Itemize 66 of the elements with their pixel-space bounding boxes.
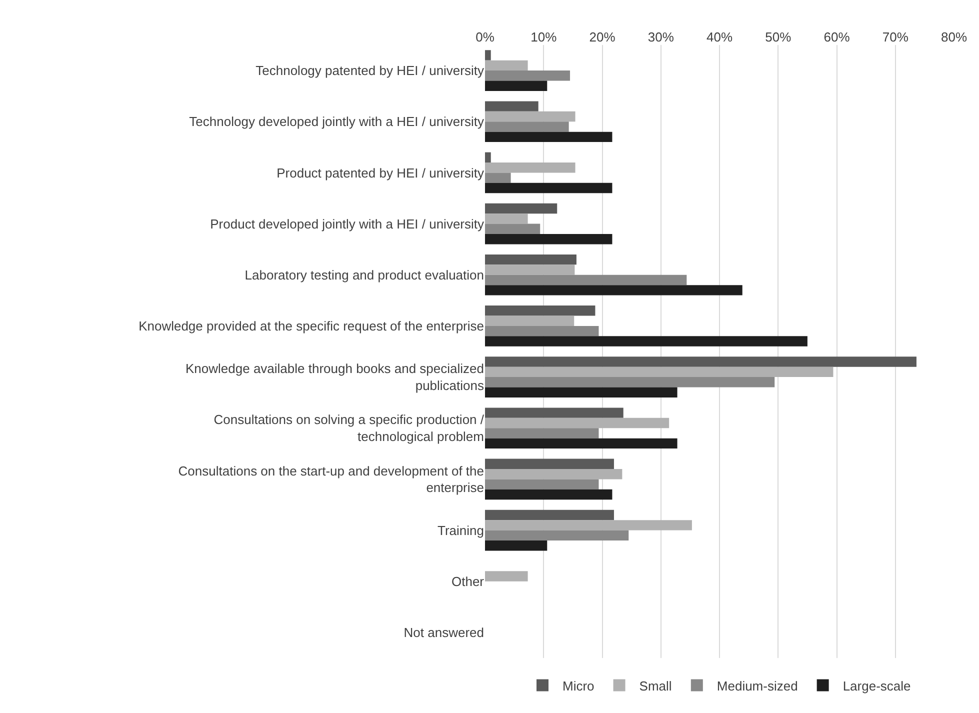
x-tick-label: 20% [589, 29, 616, 44]
bar [485, 203, 558, 214]
y-tick-label: Laboratory testing and product evaluation [244, 267, 484, 282]
bar [485, 428, 599, 438]
y-tick-label: Technology developed jointly with a HEI / university [189, 114, 484, 130]
bar [485, 122, 569, 132]
bar [485, 377, 775, 388]
bar [485, 234, 612, 244]
x-tick-label: 80% [940, 29, 968, 44]
x-tick-label: 60% [824, 29, 850, 44]
legend-label: Micro [562, 678, 594, 694]
bar [485, 326, 599, 336]
bar [485, 224, 540, 234]
bar [485, 214, 528, 224]
bar [485, 285, 742, 296]
bar [485, 80, 548, 91]
y-tick-label: Other [451, 574, 485, 589]
bar [485, 366, 834, 378]
bar [485, 111, 576, 122]
bar [485, 530, 629, 541]
bar [485, 264, 575, 275]
bar [485, 520, 692, 530]
x-tick-label: 70% [882, 29, 909, 44]
bar [485, 306, 596, 316]
y-tick-label: Technology patented by HEI / university [256, 63, 484, 78]
bar [485, 418, 670, 428]
bar [485, 50, 491, 60]
bar [485, 408, 624, 418]
bar [485, 132, 612, 142]
bar [485, 152, 491, 162]
x-tick-label: 40% [706, 29, 733, 44]
bar [485, 172, 511, 183]
bar [485, 489, 612, 500]
x-tick-label: 50% [765, 29, 792, 44]
bar [485, 468, 622, 480]
legend-label: Small [639, 678, 672, 694]
bar [485, 182, 612, 194]
bar [485, 540, 548, 551]
bar [485, 571, 528, 582]
bar [485, 438, 678, 449]
bar [485, 70, 570, 81]
legend-label: Medium-sized [716, 678, 798, 694]
bar [485, 162, 576, 173]
y-tick-label: Consultations on the start-up and development of the enterprise [178, 463, 484, 496]
bar [485, 336, 808, 346]
bar [485, 274, 687, 286]
bar [485, 101, 538, 112]
bar [485, 458, 614, 469]
bar [485, 254, 576, 265]
y-tick-label: Product developed jointly with a HEI / university [210, 216, 484, 232]
bar [485, 510, 614, 520]
legend-label: Large-scale [842, 678, 911, 694]
bar [485, 356, 916, 367]
x-tick-label: 30% [648, 29, 674, 44]
x-tick-label: 10% [530, 29, 558, 44]
bar [485, 387, 678, 398]
bar [485, 316, 574, 326]
bar [485, 60, 528, 71]
y-tick-label: Consultations on solving a specific production / technological problem [214, 412, 484, 444]
y-tick-label: Product patented by HEI / university [276, 165, 484, 180]
y-tick-label: Knowledge provided at the specific request of the enterprise [138, 318, 484, 334]
y-tick-label: Training [438, 522, 484, 538]
x-tick-label: 0% [476, 29, 495, 44]
y-tick-label: Knowledge available through books and specialized publications [186, 361, 484, 394]
bar [485, 479, 599, 490]
y-tick-label: Not answered [404, 625, 484, 640]
